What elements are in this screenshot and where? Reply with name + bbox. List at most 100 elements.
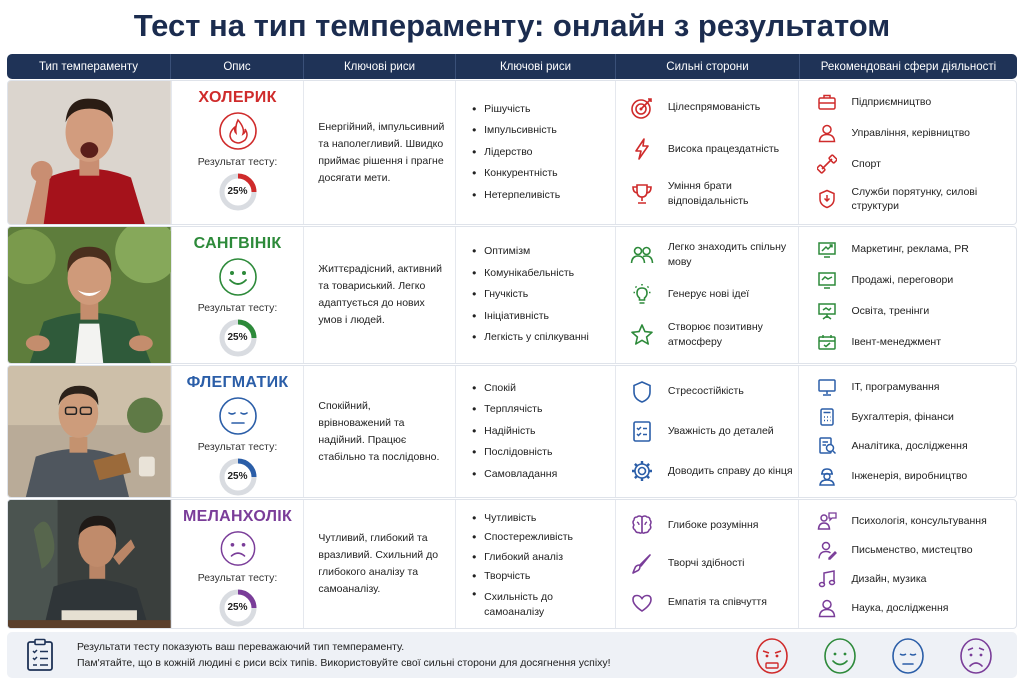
result-donut: 25%: [218, 318, 258, 358]
header-spheres: Рекомендовані сфери діяльності: [820, 60, 997, 73]
photo: [8, 227, 172, 363]
strength-item: Емпатія та співчуття: [616, 591, 799, 615]
sad-face-icon: [220, 531, 255, 566]
description-text: Життєрадісний, активний та товариський. …: [318, 263, 442, 326]
list-item: Чутливість: [472, 509, 615, 529]
brain-icon: [632, 515, 652, 535]
sphere-item: Освіта, тренінги: [799, 301, 1016, 321]
list-item: Легкість у спілкуванні: [472, 327, 615, 349]
sphere-item: Письменство, мистецтво: [799, 540, 1016, 560]
result-donut: 25%: [218, 172, 258, 212]
engineer-icon: [819, 468, 836, 486]
clipboard-icon: [27, 638, 53, 671]
description-cell: Енергійний, імпульсивний та наполегливий…: [304, 81, 457, 224]
strength-item: Творчі здібності: [616, 552, 799, 576]
list-item: Терплячість: [472, 399, 615, 421]
worried-face-icon: [960, 638, 992, 674]
trophy-icon: [632, 184, 652, 204]
spheres-cell: ІТ, програмування Бухгалтерія, фінанси А…: [799, 366, 1016, 497]
heart-icon: [632, 594, 652, 612]
gear-icon: [631, 461, 652, 482]
happy-face-icon: [824, 638, 856, 674]
photo: [8, 366, 172, 497]
result-label: Результат тесту:: [197, 441, 278, 453]
list-item: Самовладання: [472, 464, 615, 486]
strengths-cell: Стресостійкість Уважність до деталей Дов…: [616, 366, 800, 497]
counseling-icon: [818, 511, 838, 530]
table-row: ФЛЕГМАТИК Результат тесту: 25% Спокійний…: [7, 365, 1017, 498]
table-row: ХОЛЕРИК Результат тесту: 25% Енергійний,…: [7, 80, 1017, 225]
temperament-faces: [751, 634, 997, 676]
sphere-item: Аналітика, дослідження: [799, 436, 1016, 456]
strength-item: Уміння брати відповідальність: [616, 179, 799, 209]
list-item: Спокій: [472, 378, 615, 400]
event-icon: [818, 334, 837, 350]
strength-item: Легко знаходить спільну мову: [616, 240, 799, 270]
list-item: Послідовність: [472, 442, 615, 464]
brush-icon: [632, 554, 651, 574]
header-strengths: Сильні сторони: [616, 54, 800, 79]
checklist-icon: [633, 421, 651, 443]
angry-face-icon: [756, 638, 788, 674]
footer-line-2: Пам'ятайте, що в кожній людині є риси вс…: [77, 657, 611, 669]
result-label: Результат тесту:: [197, 156, 278, 168]
sphere-item: Підприємництво: [799, 92, 1016, 112]
result-donut: 25%: [218, 588, 258, 628]
type-cell: МЕЛАНХОЛІК Результат тесту: 25%: [172, 500, 305, 628]
description-text: Чутливий, глибокий та вразливий. Схильни…: [318, 532, 439, 595]
sphere-item: Психологія, консультування: [799, 511, 1016, 531]
star-icon: [631, 324, 653, 346]
sphere-item: Івент-менеджмент: [799, 332, 1016, 352]
list-item: Нетерпеливість: [472, 185, 615, 207]
traits-cell: Спокій Терплячість Надійність Послідовні…: [456, 366, 616, 497]
list-item: Глибокий аналіз: [472, 548, 615, 568]
traits-cell: Рішучість Імпульсивність Лідерство Конку…: [456, 81, 616, 224]
list-item: Комунікабельність: [472, 263, 615, 285]
strength-item: Створює позитивну атмосферу: [616, 320, 799, 350]
spheres-cell: Маркетинг, реклама, PR Продажі, перегово…: [799, 227, 1016, 363]
result-value: 25%: [227, 332, 248, 343]
list-item: Рішучість: [472, 99, 615, 121]
description-text: Спокійний, врівноважений та надійний. Пр…: [318, 399, 440, 463]
strength-item: Уважність до деталей: [616, 419, 799, 443]
sphere-item: Маркетинг, реклама, PR: [799, 239, 1016, 259]
type-cell: ХОЛЕРИК Результат тесту: 25%: [172, 81, 305, 224]
music-icon: [819, 569, 836, 587]
sphere-item: Наука, дослідження: [799, 598, 1016, 618]
calm-face-icon: [218, 397, 257, 435]
sphere-item: Інженерія, виробництво: [799, 466, 1016, 486]
description-text: Енергійний, імпульсивний та наполегливий…: [318, 120, 445, 184]
dumbbell-icon: [817, 154, 838, 174]
neutral-face-icon: [892, 638, 924, 674]
photo: [8, 81, 172, 224]
type-cell: САНГВІНІК Результат тесту: 25%: [172, 227, 305, 363]
sphere-item: Продажі, переговори: [799, 270, 1016, 290]
table-row: САНГВІНІК Результат тесту: 25% Життєраді…: [7, 226, 1017, 364]
strengths-cell: Легко знаходить спільну мову Генерує нов…: [616, 227, 800, 363]
person-icon: [819, 124, 836, 143]
scientist-icon: [819, 599, 836, 617]
list-item: Спостережливість: [472, 528, 615, 548]
list-item: Творчість: [472, 567, 615, 587]
list-item: Надійність: [472, 421, 615, 443]
table-row: МЕЛАНХОЛІК Результат тесту: 25% Чутливий…: [7, 499, 1017, 629]
strength-item: Генерує нові ідеї: [616, 283, 799, 307]
header-type: Тип темпераменту: [7, 54, 171, 79]
table-header: Тип темпераменту Опис Ключові риси Ключо…: [7, 54, 1017, 79]
shield-icon: [819, 189, 836, 208]
page-title: Тест на тип темпераменту: онлайн з резул…: [133, 8, 891, 43]
header-key-traits-2: Ключові риси: [456, 54, 616, 79]
smile-icon: [218, 258, 257, 296]
writer-icon: [818, 541, 838, 560]
footer-line-1: Результати тесту показують ваш переважаю…: [77, 641, 405, 653]
list-item: Схильність до самоаналізу: [472, 587, 582, 620]
list-item: Імпульсивність: [472, 120, 615, 142]
result-donut: 25%: [218, 457, 258, 497]
photo: [8, 500, 172, 628]
flame-icon: [218, 112, 257, 150]
spheres-cell: Підприємництво Управління, керівництво С…: [799, 81, 1016, 224]
sphere-item: Бухгалтерія, фінанси: [799, 407, 1016, 427]
result-label: Результат тесту:: [197, 572, 278, 584]
sphere-item: Дизайн, музика: [799, 569, 1016, 589]
list-item: Конкурентність: [472, 163, 615, 185]
